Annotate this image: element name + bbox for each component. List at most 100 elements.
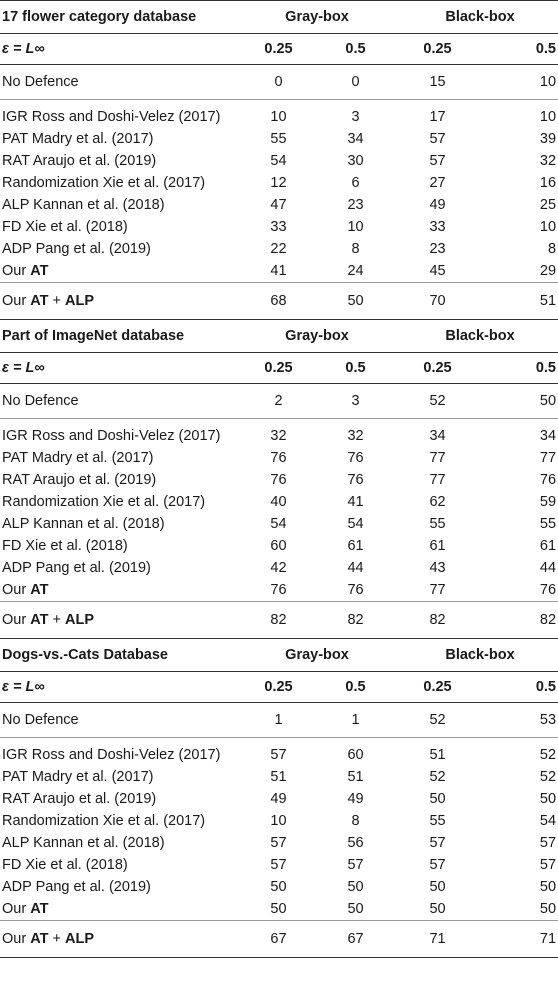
row-value-1: 57 [270, 857, 287, 873]
row-label-our-at: Our AT [0, 260, 240, 283]
row-value-2: 8 [351, 241, 360, 257]
row-value-3: 43 [429, 560, 446, 576]
row-label: IGR Ross and Doshi-Velez (2017) [0, 737, 240, 766]
row-label: ALP Kannan et al. (2018) [2, 835, 165, 851]
group-label-black-box: Black-box [394, 0, 558, 34]
section-header-row: Part of ImageNet database Gray-box Black-b… [0, 319, 558, 353]
row-value-2: 34 [347, 131, 364, 147]
no-defence-value-3: 52 [429, 393, 446, 409]
row-value-1: 54 [270, 516, 287, 532]
row-value-1: 10 [240, 99, 317, 128]
row-value-2: 61 [347, 538, 364, 554]
our-at-alp-value-3: 82 [394, 601, 482, 639]
label-plus: + [48, 931, 65, 947]
epsilon-value-3: 0.25 [394, 352, 482, 384]
table-row: Randomization Xie et al. (2017) 10 8 55 54 [0, 810, 558, 832]
no-defence-value-1: 0 [274, 74, 283, 90]
row-value-4: 44 [539, 560, 557, 576]
row-value-4: 10 [539, 219, 557, 235]
epsilon-value-4: 0.5 [481, 671, 558, 703]
table-row: ALP Kannan et al. (2018) 47 23 49 25 [0, 194, 558, 216]
row-value-4: 57 [539, 835, 557, 851]
our-at-alp-value-1: 82 [240, 601, 317, 639]
table-row: RAT Araujo et al. (2019) 76 76 77 76 [0, 469, 558, 491]
table-row-no-defence: No Defence 0 0 15 10 [0, 65, 558, 100]
table-row: IGR Ross and Doshi-Velez (2017) 32 32 34 34 [0, 418, 558, 447]
no-defence-value-3: 52 [429, 712, 446, 728]
label-prefix: Our [2, 293, 31, 309]
row-value-1: 40 [270, 494, 287, 510]
table-row: PAT Madry et al. (2017) 51 51 52 52 [0, 766, 558, 788]
row-value-1: 22 [270, 241, 287, 257]
our-at-alp-value-2: 67 [317, 920, 395, 958]
our-at-alp-value-4: 82 [481, 601, 558, 639]
epsilon-value-1: 0.25 [240, 671, 317, 703]
our-at-alp-value-3: 71 [394, 920, 482, 958]
row-value-3: 55 [429, 516, 446, 532]
row-value-1: 32 [240, 418, 317, 447]
row-value-4: 50 [539, 791, 557, 807]
row-value-2: 76 [347, 472, 364, 488]
epsilon-row: ε = L∞ 0.25 0.5 0.25 0.5 [0, 33, 558, 65]
row-label: ADP Pang et al. (2019) [2, 241, 151, 257]
label-method-at: AT [30, 612, 49, 628]
group-label-gray-box: Gray-box [240, 638, 395, 672]
row-value-2: 44 [347, 560, 364, 576]
table-row: ALP Kannan et al. (2018) 57 56 57 57 [0, 832, 558, 854]
row-value-1: 12 [270, 175, 287, 191]
our-at-value-2: 50 [347, 901, 364, 917]
row-label: IGR Ross and Doshi-Velez (2017) [0, 418, 240, 447]
label-method-at: AT [30, 931, 49, 947]
table-row: RAT Araujo et al. (2019) 54 30 57 32 [0, 150, 558, 172]
our-at-alp-value-4: 71 [481, 920, 558, 958]
no-defence-value-1: 1 [274, 712, 283, 728]
row-value-3: 57 [429, 131, 446, 147]
row-value-2: 41 [347, 494, 364, 510]
section-title: Dogs-vs.-Cats Database [0, 638, 240, 672]
table-row: RAT Araujo et al. (2019) 49 49 50 50 [0, 788, 558, 810]
label-prefix: Our [2, 931, 31, 947]
row-label-our-at-alp: Our AT + ALP [0, 282, 240, 320]
row-value-2: 32 [317, 418, 395, 447]
label-method-at: AT [30, 582, 49, 598]
epsilon-value-1: 0.25 [240, 33, 317, 65]
row-label: ADP Pang et al. (2019) [2, 560, 151, 576]
section-title: 17 flower category database [0, 0, 240, 34]
row-value-4: 10 [481, 99, 558, 128]
our-at-alp-value-2: 82 [317, 601, 395, 639]
our-at-value-2: 24 [347, 263, 364, 279]
our-at-value-1: 76 [270, 582, 287, 598]
row-value-4: 54 [539, 813, 557, 829]
row-value-2: 6 [351, 175, 360, 191]
row-value-1: 49 [270, 791, 287, 807]
table-row: FD Xie et al. (2018) 57 57 57 57 [0, 854, 558, 876]
row-label: Randomization Xie et al. (2017) [2, 813, 206, 829]
row-value-3: 49 [429, 197, 446, 213]
row-label: PAT Madry et al. (2017) [2, 450, 154, 466]
table-row-our-at: Our AT 41 24 45 29 [0, 260, 558, 283]
row-value-4: 55 [539, 516, 557, 532]
our-at-value-3: 45 [429, 263, 446, 279]
our-at-alp-value-1: 68 [240, 282, 317, 320]
epsilon-label: ε = L∞ [0, 33, 240, 65]
row-value-2: 56 [347, 835, 364, 851]
row-value-3: 77 [429, 472, 446, 488]
row-value-1: 47 [270, 197, 287, 213]
no-defence-value-4: 53 [539, 712, 557, 728]
our-at-alp-value-3: 70 [394, 282, 482, 320]
row-label: ADP Pang et al. (2019) [2, 879, 151, 895]
row-label: No Defence [2, 712, 79, 728]
label-method-alp: ALP [65, 293, 94, 309]
our-at-value-1: 50 [270, 901, 287, 917]
row-label-our-at-alp: Our AT + ALP [0, 601, 240, 639]
row-value-4: 32 [539, 153, 557, 169]
row-value-1: 42 [270, 560, 287, 576]
epsilon-row: ε = L∞ 0.25 0.5 0.25 0.5 [0, 352, 558, 384]
row-label: RAT Araujo et al. (2019) [2, 153, 157, 169]
our-at-value-2: 76 [347, 582, 364, 598]
label-prefix: Our [2, 901, 31, 917]
no-defence-value-4: 50 [539, 393, 557, 409]
no-defence-value-2: 3 [351, 393, 360, 409]
row-value-3: 34 [394, 418, 482, 447]
epsilon-label: ε = L∞ [0, 352, 240, 384]
